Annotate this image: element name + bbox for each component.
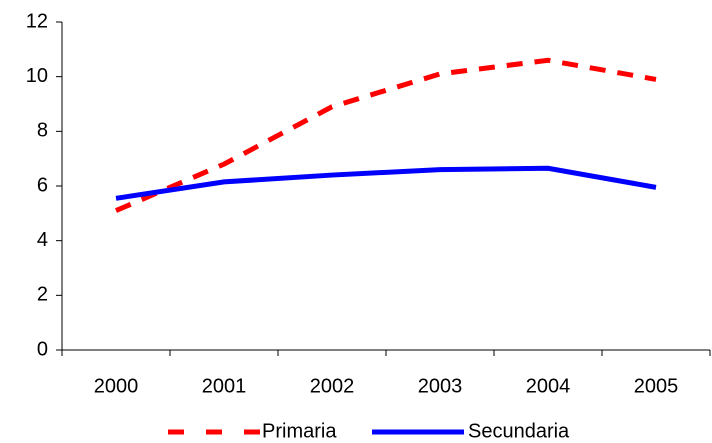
y-tick-label: 6 xyxy=(37,174,48,196)
x-tick-label: 2003 xyxy=(418,375,463,397)
x-tick-label: 2001 xyxy=(202,375,247,397)
legend-label: Primaria xyxy=(262,420,337,442)
x-tick-label: 2004 xyxy=(526,375,571,397)
y-tick-label: 4 xyxy=(37,229,48,251)
y-tick-label: 10 xyxy=(26,65,48,87)
x-tick-label: 2000 xyxy=(94,375,139,397)
legend-label: Secundaria xyxy=(468,420,570,442)
series-line xyxy=(115,57,657,213)
x-tick-label: 2005 xyxy=(634,375,679,397)
y-tick-label: 8 xyxy=(37,120,48,142)
y-tick-label: 2 xyxy=(37,284,48,306)
y-tick-label: 0 xyxy=(37,338,48,360)
x-tick-label: 2002 xyxy=(310,375,355,397)
series-line xyxy=(115,165,657,201)
y-tick-label: 12 xyxy=(26,10,48,32)
